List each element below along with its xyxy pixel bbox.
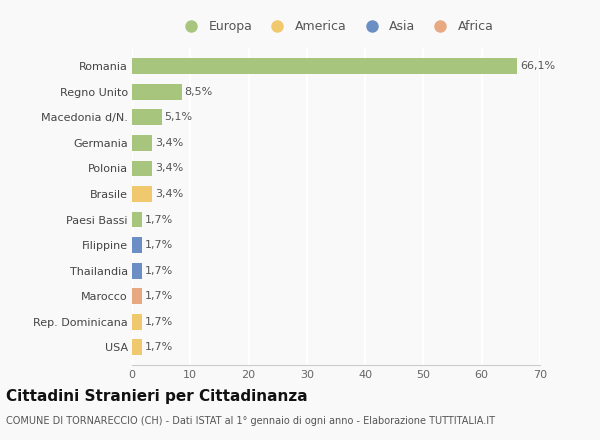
Legend: Europa, America, Asia, Africa: Europa, America, Asia, Africa <box>176 18 496 36</box>
Bar <box>132 237 142 253</box>
Bar <box>132 314 142 330</box>
Text: 1,7%: 1,7% <box>145 266 173 276</box>
Text: 1,7%: 1,7% <box>145 240 173 250</box>
Text: 3,4%: 3,4% <box>155 164 183 173</box>
Text: Cittadini Stranieri per Cittadinanza: Cittadini Stranieri per Cittadinanza <box>6 389 308 404</box>
Bar <box>132 339 142 355</box>
Bar <box>132 288 142 304</box>
Bar <box>132 110 162 125</box>
Text: 3,4%: 3,4% <box>155 189 183 199</box>
Text: 3,4%: 3,4% <box>155 138 183 148</box>
Text: 66,1%: 66,1% <box>520 61 556 71</box>
Bar <box>132 212 142 227</box>
Text: 8,5%: 8,5% <box>184 87 213 97</box>
Bar <box>132 186 152 202</box>
Text: 1,7%: 1,7% <box>145 342 173 352</box>
Bar <box>132 59 517 74</box>
Text: 1,7%: 1,7% <box>145 317 173 327</box>
Text: 5,1%: 5,1% <box>164 112 193 122</box>
Bar <box>132 263 142 279</box>
Bar <box>132 161 152 176</box>
Bar <box>132 84 182 100</box>
Bar <box>132 135 152 151</box>
Text: 1,7%: 1,7% <box>145 291 173 301</box>
Text: COMUNE DI TORNARECCIO (CH) - Dati ISTAT al 1° gennaio di ogni anno - Elaborazion: COMUNE DI TORNARECCIO (CH) - Dati ISTAT … <box>6 416 495 426</box>
Text: 1,7%: 1,7% <box>145 215 173 224</box>
